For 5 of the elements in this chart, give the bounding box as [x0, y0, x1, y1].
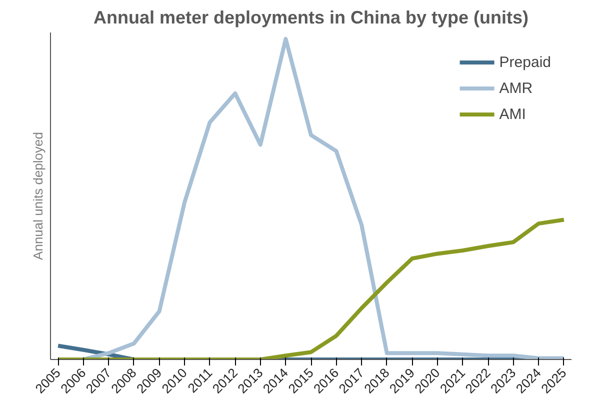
legend-label: Prepaid [499, 54, 551, 70]
y-axis-title: Annual units deployed [30, 132, 46, 260]
legend-label: AMI [499, 106, 526, 122]
chart-title: Annual meter deployments in China by type (units) [93, 8, 529, 28]
legend-label: AMR [499, 80, 533, 96]
